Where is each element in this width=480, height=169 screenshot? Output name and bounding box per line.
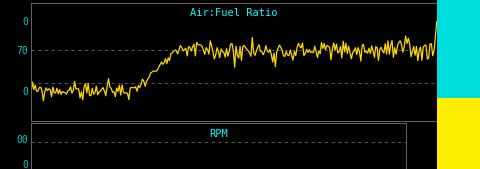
Bar <box>437 0 480 98</box>
Text: RPM: RPM <box>209 129 228 139</box>
Text: Air:Fuel Ratio: Air:Fuel Ratio <box>190 8 278 18</box>
Bar <box>437 98 480 169</box>
